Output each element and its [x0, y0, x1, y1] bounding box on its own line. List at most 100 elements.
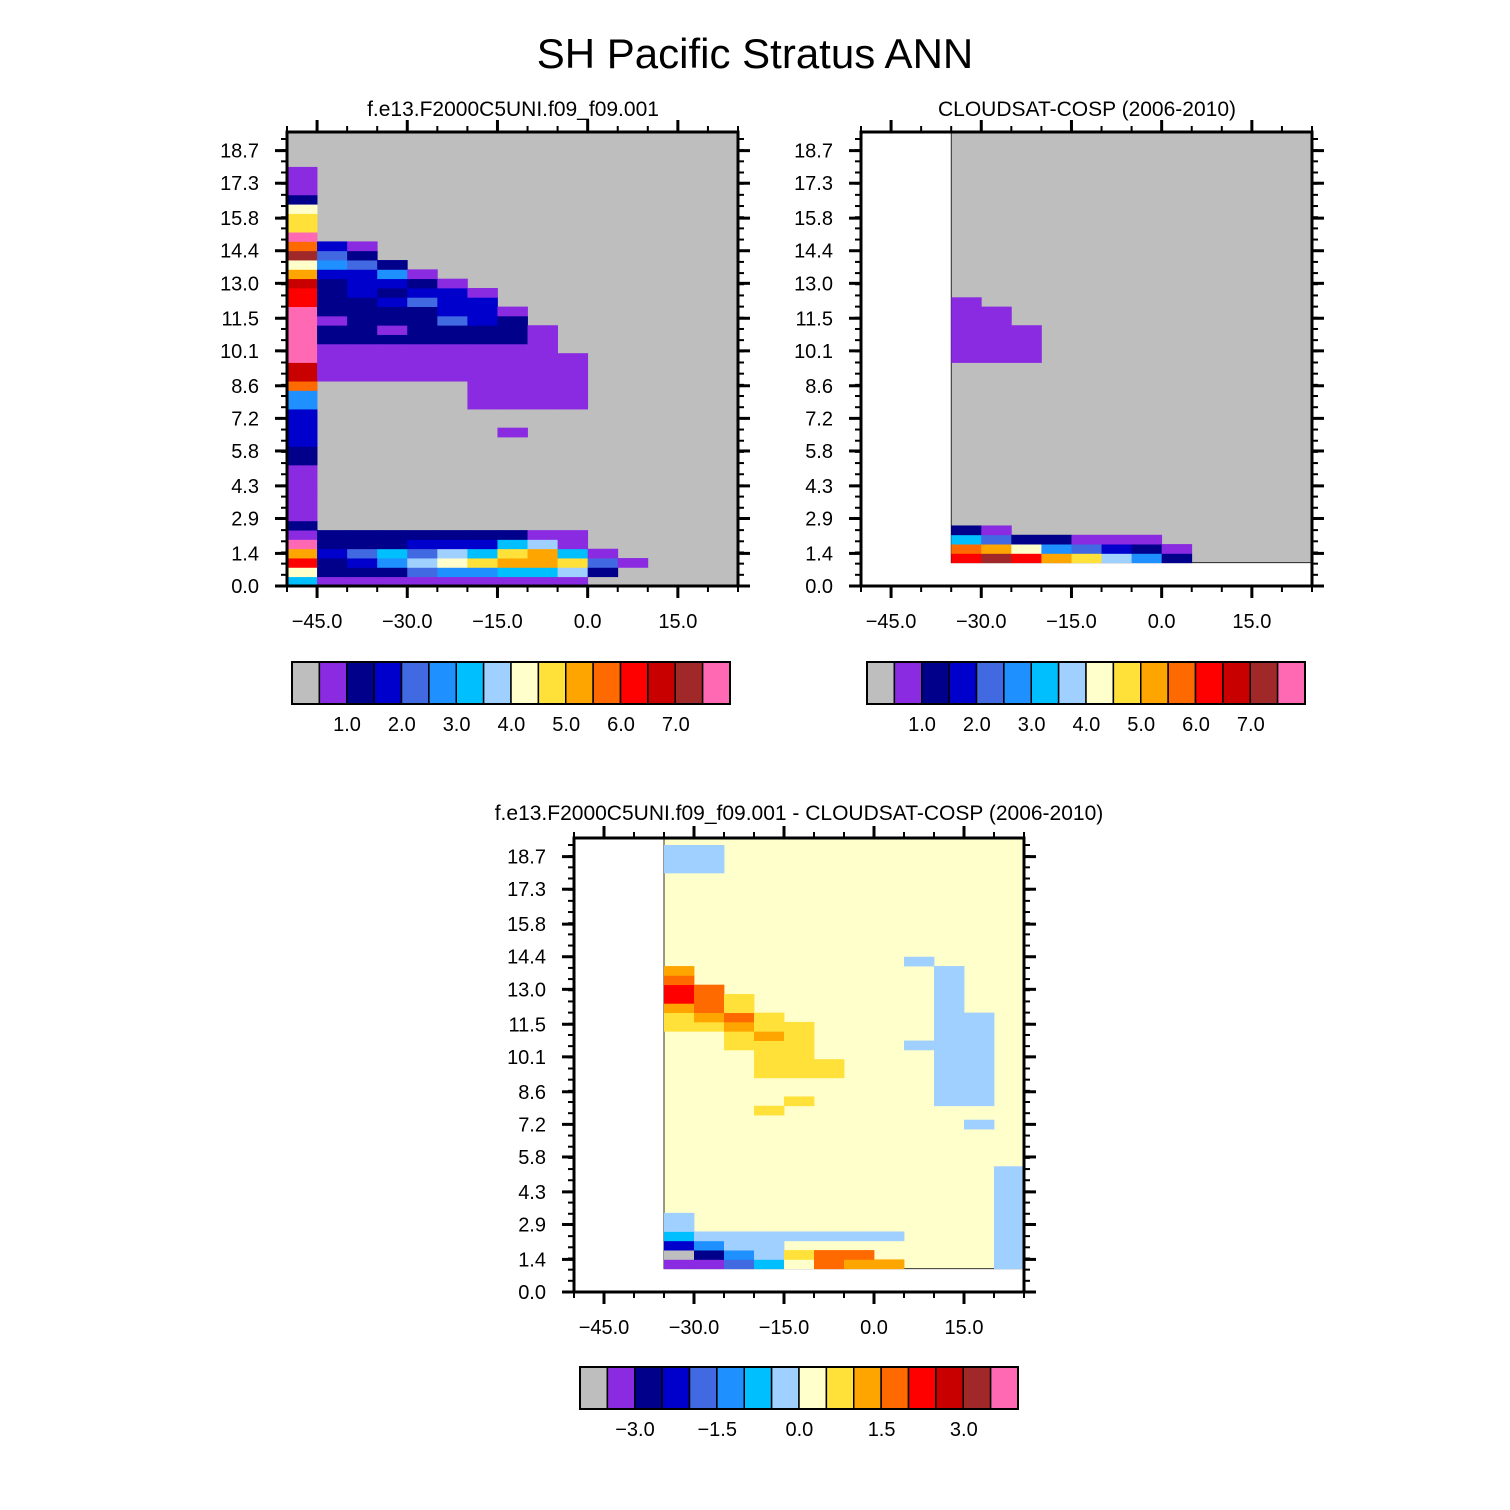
heatmap-cell [497, 548, 528, 559]
heatmap-cell [964, 1077, 995, 1088]
heatmap-cell [754, 1021, 785, 1032]
plot-frame [285, 130, 740, 588]
colorbar-label: 4.0 [1072, 714, 1100, 736]
heatmap-cell [347, 353, 378, 363]
heatmap-cell [407, 325, 438, 335]
heatmap-cell [437, 353, 468, 363]
heatmap-cell [317, 558, 348, 568]
heatmap-cell [981, 325, 1012, 335]
heatmap-cell [664, 1259, 695, 1270]
heatmap-cell [407, 558, 438, 568]
heatmap-cell [694, 844, 725, 855]
heatmap-cell [287, 241, 318, 252]
heatmap-cell [317, 334, 348, 345]
heatmap-cell [557, 576, 589, 587]
heatmap-cell [347, 250, 378, 261]
heatmap-cell [557, 558, 589, 568]
heatmap-cell [377, 278, 408, 289]
heatmap-cell [934, 1077, 965, 1088]
colorbar-box [893, 661, 923, 705]
heatmap-cell [994, 1212, 1025, 1223]
y-tick-label: 5.8 [805, 441, 833, 463]
heatmap-cell [437, 371, 468, 382]
heatmap-cell [934, 966, 965, 976]
heatmap-cell [981, 553, 1012, 564]
heatmap-cell [724, 1040, 755, 1051]
panel-model: 0.0 1.4 2.9 4.3 5.8 7.2 8.6 10.1 11.5 13.0 14.4 15.… [220, 120, 750, 633]
heatmap-cell [347, 269, 378, 280]
heatmap-cell [874, 1259, 905, 1270]
x-tick-label: −15.0 [759, 1317, 810, 1339]
heatmap-cell [1011, 353, 1042, 363]
heatmap-cell [694, 863, 725, 874]
heatmap-cell [287, 213, 318, 224]
colorbar-box [565, 661, 594, 705]
y-tick-label: 15.8 [220, 208, 259, 230]
y-tick-label: 4.3 [518, 1182, 546, 1204]
heatmap-cell [694, 1231, 725, 1242]
heatmap-cell [664, 993, 695, 1004]
heatmap-cell [377, 297, 408, 308]
y-tick-label: 7.2 [518, 1114, 546, 1136]
heatmap-cell [964, 1096, 995, 1107]
y-tick-label: 10.1 [220, 341, 259, 363]
colorbar-box [1167, 661, 1197, 705]
heatmap-cell [1011, 325, 1042, 335]
heatmap-cell [814, 1259, 845, 1270]
heatmap-cell [437, 548, 468, 559]
colorbar-box [619, 661, 649, 705]
heatmap-cell [904, 1040, 935, 1051]
heatmap-cell [377, 306, 408, 317]
heatmap-cell [664, 1240, 695, 1251]
heatmap-cell [287, 530, 318, 540]
heatmap-cell [784, 1250, 815, 1260]
heatmap-cell [587, 548, 619, 559]
heatmap-cell [664, 854, 695, 865]
heatmap-cell [317, 325, 348, 335]
heatmap-cell [527, 381, 558, 391]
heatmap-cell [664, 984, 695, 995]
heatmap-cell [497, 567, 528, 578]
colorbar-box [346, 661, 375, 705]
heatmap-cell [1041, 544, 1072, 554]
heatmap-cell [527, 548, 558, 559]
heatmap-cell [407, 567, 438, 578]
colorbar-box [962, 1366, 992, 1410]
colorbar-label: 0.0 [785, 1419, 813, 1441]
heatmap-cell [437, 539, 468, 550]
heatmap-cell [317, 278, 348, 289]
heatmap-cell [951, 353, 982, 363]
heatmap-cell [1131, 534, 1163, 545]
heatmap-cell [407, 315, 438, 326]
heatmap-cell [981, 525, 1012, 536]
heatmap-cell [347, 362, 378, 373]
colorbar-box [674, 661, 704, 705]
heatmap-cell [557, 530, 589, 540]
heatmap-cell [724, 1250, 755, 1260]
heatmap-cell [527, 539, 558, 550]
heatmap-cell [994, 1222, 1025, 1232]
heatmap-cell [497, 371, 528, 382]
heatmap-cell [694, 1250, 725, 1260]
heatmap-cell [467, 297, 498, 308]
colorbar-box [1057, 661, 1087, 705]
colorbar-box [948, 661, 978, 705]
heatmap-cell [1131, 544, 1163, 554]
heatmap-cell [724, 993, 755, 1004]
heatmap-cell [407, 306, 438, 317]
heatmap-cell [467, 315, 498, 326]
colorbar-box [400, 661, 430, 705]
heatmap-cell [724, 1240, 755, 1251]
heatmap-cell [754, 1012, 785, 1023]
heatmap-cell [994, 1231, 1025, 1242]
heatmap-cell [951, 544, 982, 554]
heatmap-cell [664, 1021, 695, 1032]
heatmap-cell [557, 362, 589, 373]
heatmap-cell [497, 390, 528, 401]
heatmap-cell [287, 362, 318, 373]
colorbar-label: 7.0 [1237, 714, 1265, 736]
heatmap-cell [467, 306, 498, 317]
y-tick-label: 10.1 [794, 341, 833, 363]
heatmap-cell [467, 334, 498, 345]
